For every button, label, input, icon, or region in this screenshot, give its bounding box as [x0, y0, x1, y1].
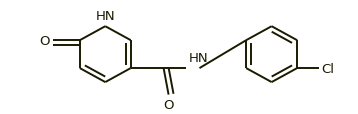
Text: O: O [39, 34, 50, 47]
Text: HN: HN [96, 10, 115, 23]
Text: O: O [163, 98, 174, 111]
Text: Cl: Cl [321, 62, 334, 75]
Text: HN: HN [189, 52, 208, 65]
